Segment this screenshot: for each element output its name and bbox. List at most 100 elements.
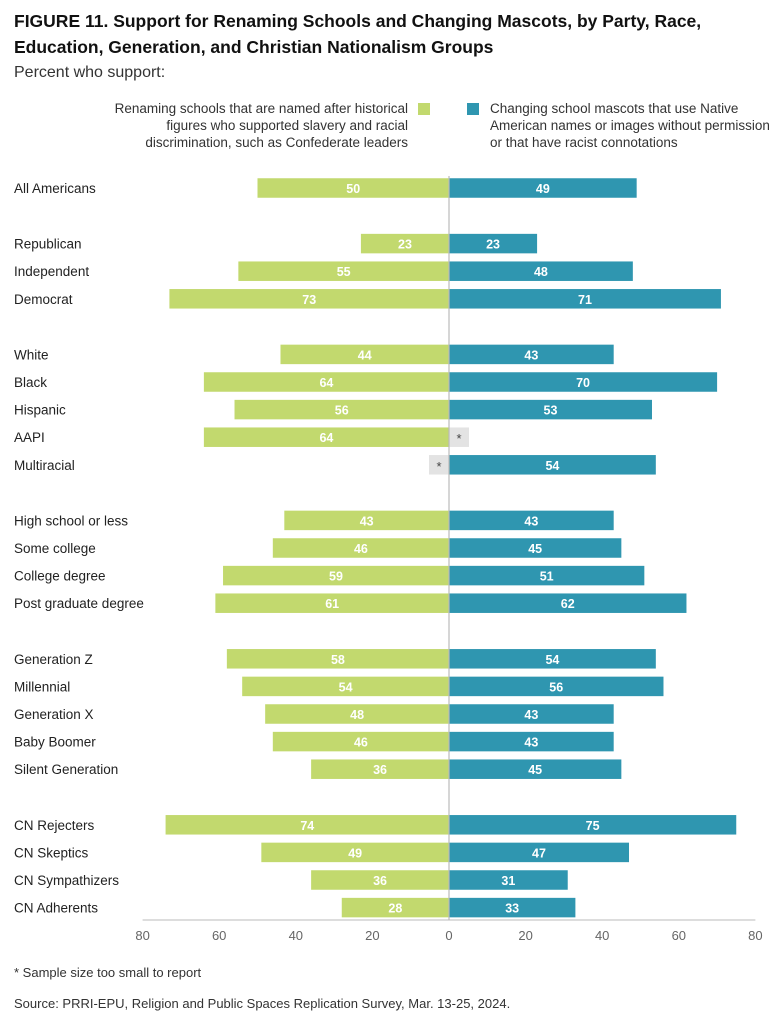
x-tick-label: 20 <box>365 928 379 943</box>
value-mascots-independent: 48 <box>534 265 548 279</box>
bar-renaming-republican <box>360 233 449 254</box>
bar-renaming-aapi <box>203 427 449 447</box>
value-mascots-some-college: 45 <box>528 542 542 556</box>
legend-renaming-swatch <box>418 103 430 115</box>
bar-renaming-cn-skeptics <box>261 842 449 863</box>
x-tick-label: 80 <box>748 928 762 943</box>
row-label-aapi: AAPI <box>14 430 45 445</box>
bar-mascots-white <box>449 344 614 365</box>
bar-mascots-independent <box>449 261 633 281</box>
x-tick-label: 40 <box>289 928 303 943</box>
bar-renaming-college-degree <box>223 565 449 586</box>
row-label-all-americans: All Americans <box>14 181 96 196</box>
value-mascots-democrat: 71 <box>578 293 592 307</box>
row-label-baby-boomer: Baby Boomer <box>14 735 96 750</box>
bar-renaming-hispanic <box>234 399 449 420</box>
bar-renaming-baby-boomer <box>272 731 449 752</box>
row-label-cn-rejecters: CN Rejecters <box>14 818 95 833</box>
value-mascots-generation-x: 43 <box>524 708 538 722</box>
bar-mascots-hispanic <box>449 399 652 420</box>
value-mascots-multiracial: 54 <box>545 459 559 473</box>
value-renaming-silent-generation: 36 <box>373 763 387 777</box>
chart-title: FIGURE 11. Support for Renaming Schools … <box>14 11 702 57</box>
na-box-mascots-aapi <box>449 427 469 447</box>
x-tick-label: 60 <box>212 928 226 943</box>
bar-renaming-cn-adherents <box>341 897 449 918</box>
bar-mascots-cn-skeptics <box>449 842 630 863</box>
bar-mascots-black <box>449 372 718 392</box>
bar-mascots-millennial <box>449 676 664 697</box>
value-renaming-hispanic: 56 <box>335 404 349 418</box>
bar-mascots-silent-generation <box>449 759 622 779</box>
footnote: * Sample size too small to report <box>14 965 202 980</box>
value-mascots-black: 70 <box>576 376 590 390</box>
bar-mascots-cn-sympathizers <box>449 870 568 890</box>
row-label-multiracial: Multiracial <box>14 458 75 473</box>
row-label-cn-sympathizers: CN Sympathizers <box>14 873 119 888</box>
value-renaming-republican: 23 <box>398 238 412 252</box>
value-renaming-cn-skeptics: 49 <box>348 846 362 860</box>
bar-mascots-republican <box>449 233 538 254</box>
row-label-democrat: Democrat <box>14 292 73 307</box>
value-mascots-high-school-or-less: 43 <box>524 514 538 528</box>
value-renaming-high-school-or-less: 43 <box>360 514 374 528</box>
bar-mascots-multiracial <box>449 455 656 475</box>
value-mascots-millennial: 56 <box>549 680 563 694</box>
value-renaming-generation-x: 48 <box>350 708 364 722</box>
row-label-republican: Republican <box>14 237 82 252</box>
value-mascots-college-degree: 51 <box>540 570 554 584</box>
x-tick-label: 60 <box>672 928 686 943</box>
legend-mascots-label: Changing school mascots that use Native … <box>490 101 770 150</box>
value-mascots-post-graduate-degree: 62 <box>561 597 575 611</box>
value-renaming-baby-boomer: 46 <box>354 736 368 750</box>
bar-mascots-high-school-or-less <box>449 510 614 531</box>
bar-mascots-democrat <box>449 289 721 309</box>
value-mascots-silent-generation: 45 <box>528 763 542 777</box>
bar-renaming-generation-x <box>265 704 449 724</box>
value-renaming-all-americans: 50 <box>346 182 360 196</box>
row-label-silent-generation: Silent Generation <box>14 762 118 777</box>
row-label-cn-adherents: CN Adherents <box>14 901 98 916</box>
value-renaming-black: 64 <box>319 376 333 390</box>
value-renaming-cn-adherents: 28 <box>388 902 402 916</box>
row-label-high-school-or-less: High school or less <box>14 513 128 528</box>
bar-renaming-white <box>280 344 449 365</box>
bar-renaming-some-college <box>272 538 449 558</box>
value-renaming-post-graduate-degree: 61 <box>325 597 339 611</box>
row-label-post-graduate-degree: Post graduate degree <box>14 596 144 611</box>
na-marker-mascots-aapi: * <box>456 431 461 446</box>
na-marker-renaming-multiracial: * <box>436 459 441 474</box>
bar-renaming-silent-generation <box>311 759 449 779</box>
bar-renaming-black <box>203 372 449 392</box>
diverging-bar-chart: All Americans 50 49 Republican 23 23 Independe… <box>14 176 763 943</box>
bar-renaming-democrat <box>169 289 449 309</box>
bar-mascots-baby-boomer <box>449 731 614 752</box>
row-label-college-degree: College degree <box>14 569 106 584</box>
row-label-some-college: Some college <box>14 541 96 556</box>
value-mascots-generation-z: 54 <box>545 653 559 667</box>
bar-renaming-independent <box>238 261 449 281</box>
value-renaming-independent: 55 <box>337 265 351 279</box>
bar-mascots-college-degree <box>449 565 645 586</box>
value-mascots-republican: 23 <box>486 238 500 252</box>
value-renaming-cn-sympathizers: 36 <box>373 874 387 888</box>
legend-renaming-label: Renaming schools that are named after hi… <box>114 101 408 150</box>
value-mascots-baby-boomer: 43 <box>524 736 538 750</box>
row-label-hispanic: Hispanic <box>14 403 66 418</box>
row-label-white: White <box>14 347 49 362</box>
value-mascots-hispanic: 53 <box>544 404 558 418</box>
value-mascots-cn-sympathizers: 31 <box>501 874 515 888</box>
x-tick-label: 80 <box>135 928 149 943</box>
bar-mascots-cn-adherents <box>449 897 576 918</box>
value-mascots-cn-skeptics: 47 <box>532 846 546 860</box>
value-renaming-millennial: 54 <box>339 680 353 694</box>
value-mascots-white: 43 <box>524 348 538 362</box>
row-label-millennial: Millennial <box>14 679 70 694</box>
chart-subtitle: Percent who support: <box>14 64 166 81</box>
bar-renaming-high-school-or-less <box>284 510 449 531</box>
row-label-black: Black <box>14 375 47 390</box>
value-renaming-white: 44 <box>358 348 372 362</box>
row-label-generation-z: Generation Z <box>14 652 93 667</box>
bar-mascots-generation-x <box>449 704 614 724</box>
bar-renaming-post-graduate-degree <box>215 593 449 613</box>
